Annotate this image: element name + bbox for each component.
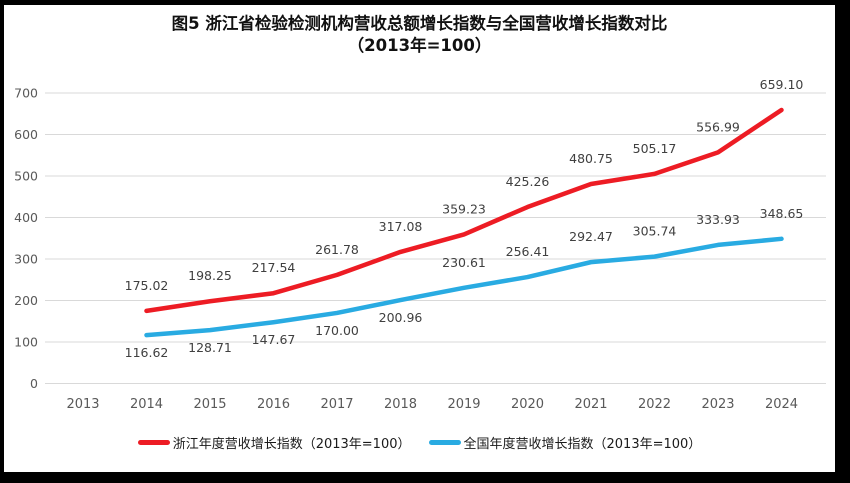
data-label: 359.23 [442,201,486,216]
x-axis-tick-label: 2015 [193,397,226,412]
data-label: 659.10 [760,77,804,92]
y-axis-tick-label: 200 [14,293,38,308]
data-label: 348.65 [760,206,804,221]
x-axis-tick-label: 2023 [701,397,734,412]
data-label: 480.75 [569,151,613,166]
data-label: 217.54 [252,260,296,275]
legend-label-national: 全国年度营收增长指数（2013年=100） [463,437,702,452]
x-axis-tick-label: 2019 [447,397,480,412]
data-label: 116.62 [125,345,169,360]
y-axis-tick-label: 100 [14,335,38,350]
chart-title-line1: 图5 浙江省检验检测机构营收总额增长指数与全国营收增长指数对比 [171,14,668,33]
data-label: 128.71 [188,340,232,355]
x-axis-tick-label: 2024 [765,397,798,412]
x-axis-tick-label: 2013 [66,397,99,412]
x-axis-tick-label: 2021 [574,397,607,412]
y-axis-tick-label: 600 [14,127,38,142]
data-label: 147.67 [252,332,296,347]
chart-title-line2: （2013年=100） [347,36,492,55]
data-label: 198.25 [188,268,232,283]
chart-title: 图5 浙江省检验检测机构营收总额增长指数与全国营收增长指数对比 （2013年=1… [4,13,835,57]
data-label: 556.99 [696,119,740,134]
legend-item-national: 全国年度营收增长指数（2013年=100） [428,433,702,452]
x-axis-tick-label: 2014 [130,397,163,412]
legend-label-zhejiang: 浙江年度营收增长指数（2013年=100） [172,437,411,452]
data-label: 175.02 [125,278,169,293]
series-line-0 [144,107,784,314]
series-line-1 [144,236,784,338]
data-label: 425.26 [506,174,550,189]
data-label: 305.74 [633,224,677,239]
x-axis-tick-label: 2018 [384,397,417,412]
chart-legend: 浙江年度营收增长指数（2013年=100） 全国年度营收增长指数（2013年=1… [4,433,835,452]
data-label: 292.47 [569,229,613,244]
legend-swatch-national [428,440,461,445]
data-label: 317.08 [379,219,423,234]
data-label: 505.17 [633,141,677,156]
x-axis-tick-label: 2020 [511,397,544,412]
legend-item-zhejiang: 浙江年度营收增长指数（2013年=100） [137,433,411,452]
y-axis-tick-label: 500 [14,169,38,184]
data-label: 200.96 [379,310,423,325]
x-axis-tick-label: 2017 [320,397,353,412]
y-axis-tick-label: 400 [14,210,38,225]
data-label: 261.78 [315,242,359,257]
y-axis-tick-label: 700 [14,86,38,101]
data-label: 230.61 [442,255,486,270]
legend-swatch-zhejiang [137,440,170,445]
data-label: 256.41 [506,244,550,259]
data-label: 333.93 [696,212,740,227]
x-axis-tick-label: 2016 [257,397,290,412]
y-axis-tick-label: 0 [30,376,38,391]
data-label: 170.00 [315,323,359,338]
x-axis-tick-label: 2022 [638,397,671,412]
chart-canvas: 0 100 200 300 400 500 600 700 2013 2014 2015 2016 20… [14,77,826,412]
y-axis-tick-label: 300 [14,252,38,267]
